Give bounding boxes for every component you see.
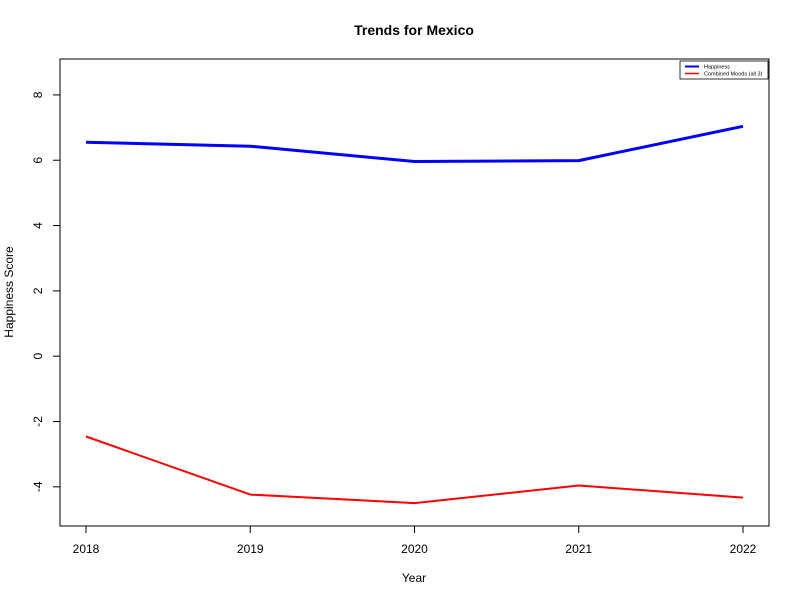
x-axis-label: Year bbox=[402, 571, 426, 585]
x-tick-label: 2018 bbox=[73, 542, 100, 556]
y-axis-label: Happiness Score bbox=[2, 246, 16, 338]
x-tick-label: 2022 bbox=[730, 542, 757, 556]
series-layer bbox=[85, 124, 744, 505]
y-tick-label: -2 bbox=[31, 416, 45, 427]
y-axis: -4 -2 0 2 4 6 8 bbox=[31, 91, 61, 492]
y-tick-label: 6 bbox=[31, 157, 45, 164]
series-line-1 bbox=[85, 124, 744, 163]
y-tick-label: -4 bbox=[31, 481, 45, 492]
plot-frame bbox=[59, 58, 770, 527]
x-tick-label: 2021 bbox=[565, 542, 592, 556]
x-axis: 2018 2019 2020 2021 2022 bbox=[73, 525, 757, 556]
series-line-2 bbox=[85, 435, 744, 505]
y-tick-label: 8 bbox=[31, 91, 45, 98]
x-tick-label: 2020 bbox=[401, 542, 428, 556]
legend-box bbox=[679, 60, 769, 80]
legend-label-1: Happiness bbox=[704, 65, 730, 71]
legend-label-2: Combined Moods (all 3) bbox=[704, 72, 763, 78]
y-tick-label: 2 bbox=[31, 287, 45, 294]
chart-title: Trends for Mexico bbox=[354, 22, 474, 38]
y-tick-label: 0 bbox=[31, 353, 45, 360]
y-tick-label: 4 bbox=[31, 222, 45, 229]
x-tick-label: 2019 bbox=[237, 542, 264, 556]
